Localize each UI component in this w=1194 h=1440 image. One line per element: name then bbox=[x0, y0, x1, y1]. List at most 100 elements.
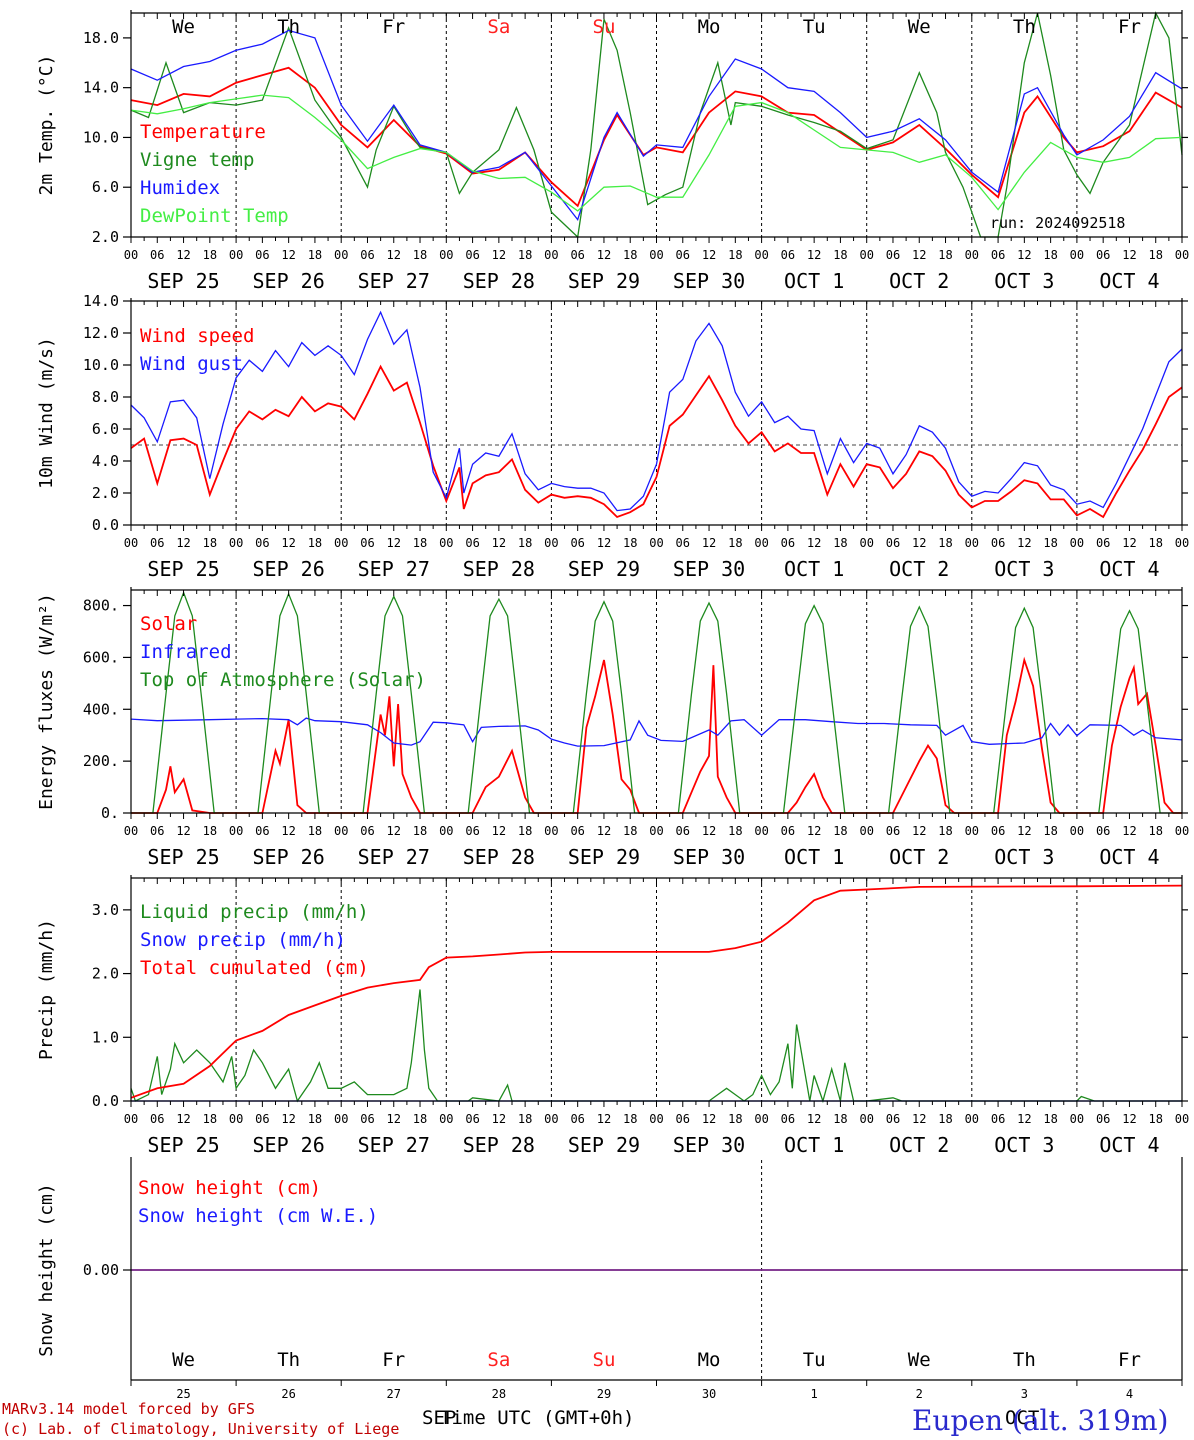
y-tick-label: 200. bbox=[83, 752, 119, 770]
run-label: run: 2024092518 bbox=[990, 214, 1125, 232]
x-hour-label: 06 bbox=[676, 536, 690, 550]
x-hour-label: 12 bbox=[176, 1112, 190, 1126]
x-hour-label: 06 bbox=[360, 536, 374, 550]
y-tick-label: 12.0 bbox=[83, 324, 119, 342]
x-hour-label: 12 bbox=[1017, 536, 1031, 550]
x-hour-label: 12 bbox=[702, 248, 716, 262]
footer-month-sep: SEP bbox=[422, 1407, 456, 1429]
x-hour-label: 00 bbox=[754, 1112, 768, 1126]
x-hour-label: 00 bbox=[1070, 824, 1084, 838]
x-date-label: SEP 25 bbox=[147, 269, 219, 293]
x-hour-label: 12 bbox=[176, 824, 190, 838]
x-date-label: SEP 26 bbox=[253, 845, 325, 869]
x-hour-label: 06 bbox=[991, 824, 1005, 838]
x-hour-label: 18 bbox=[203, 536, 217, 550]
x-hour-label: 06 bbox=[360, 1112, 374, 1126]
x-hour-label: 18 bbox=[833, 536, 847, 550]
x-hour-label: 12 bbox=[702, 824, 716, 838]
x-axis-label: Time UTC (GMT+0h) bbox=[440, 1407, 634, 1429]
day-number-label: 27 bbox=[387, 1387, 401, 1401]
x-hour-label: 12 bbox=[1017, 248, 1031, 262]
x-hour-label: 00 bbox=[544, 824, 558, 838]
weekday-label: Fr bbox=[1118, 16, 1141, 38]
x-date-label: SEP 25 bbox=[147, 845, 219, 869]
x-date-label: OCT 1 bbox=[784, 557, 844, 581]
x-hour-label: 12 bbox=[492, 1112, 506, 1126]
x-hour-label: 00 bbox=[544, 536, 558, 550]
x-hour-label: 12 bbox=[176, 536, 190, 550]
x-hour-label: 00 bbox=[439, 1112, 453, 1126]
weekday-label: We bbox=[908, 16, 931, 38]
y-tick-label: 400. bbox=[83, 700, 119, 718]
x-hour-label: 12 bbox=[176, 248, 190, 262]
x-hour-label: 00 bbox=[754, 824, 768, 838]
x-hour-label: 00 bbox=[859, 248, 873, 262]
x-hour-label: 00 bbox=[965, 1112, 979, 1126]
x-hour-label: 12 bbox=[387, 824, 401, 838]
legend-entry: Humidex bbox=[140, 177, 220, 199]
x-hour-label: 06 bbox=[1096, 1112, 1110, 1126]
series-line-dewpoint-temp bbox=[130, 94, 1183, 212]
x-hour-label: 12 bbox=[597, 248, 611, 262]
series-line-solar bbox=[131, 656, 1182, 814]
y-tick-label: 2.0 bbox=[92, 965, 119, 983]
series-line-top-of-atmosphere-solar- bbox=[131, 590, 1182, 814]
x-hour-label: 06 bbox=[150, 248, 164, 262]
x-hour-label: 18 bbox=[1043, 248, 1057, 262]
series-line-vigne-temp bbox=[130, 11, 1183, 239]
y-tick-label: 10.0 bbox=[83, 128, 119, 146]
series-line-total-cumulated-cm- bbox=[130, 884, 1183, 1099]
x-date-label: OCT 1 bbox=[784, 1133, 844, 1157]
x-hour-label: 12 bbox=[1122, 536, 1136, 550]
weekday-label: Sa bbox=[487, 16, 510, 38]
x-date-label: OCT 3 bbox=[994, 1133, 1054, 1157]
x-date-label: SEP 28 bbox=[463, 269, 535, 293]
x-hour-label: 00 bbox=[439, 824, 453, 838]
x-hour-label: 18 bbox=[413, 536, 427, 550]
weekday-label-bottom: Su bbox=[593, 1349, 616, 1371]
x-hour-label: 06 bbox=[886, 824, 900, 838]
x-date-label: OCT 1 bbox=[784, 269, 844, 293]
weekday-label: Tu bbox=[803, 16, 826, 38]
y-tick-label: 3.0 bbox=[92, 901, 119, 919]
x-hour-label: 00 bbox=[124, 248, 138, 262]
y-axis-label: Precip (mm/h) bbox=[36, 919, 57, 1060]
x-date-label: SEP 30 bbox=[673, 557, 745, 581]
series-line-temperature bbox=[130, 66, 1183, 208]
x-hour-label: 00 bbox=[649, 824, 663, 838]
x-hour-label: 18 bbox=[1043, 824, 1057, 838]
x-date-label: SEP 26 bbox=[253, 269, 325, 293]
x-date-label: OCT 2 bbox=[889, 1133, 949, 1157]
x-date-label: SEP 29 bbox=[568, 845, 640, 869]
x-hour-label: 06 bbox=[255, 824, 269, 838]
day-number-label: 26 bbox=[281, 1387, 295, 1401]
series-line-wind-gust bbox=[130, 310, 1183, 512]
x-hour-label: 00 bbox=[965, 536, 979, 550]
footer-model: MARv3.14 model forced by GFS bbox=[2, 1400, 255, 1418]
y-tick-label: 14.0 bbox=[83, 79, 119, 97]
x-hour-label: 06 bbox=[676, 824, 690, 838]
weekday-label-bottom: Sa bbox=[487, 1349, 510, 1371]
x-hour-label: 00 bbox=[124, 536, 138, 550]
y-tick-label: 14.0 bbox=[83, 292, 119, 310]
y-tick-label: 10.0 bbox=[83, 356, 119, 374]
legend-entry: Total cumulated (cm) bbox=[140, 957, 369, 979]
x-hour-label: 00 bbox=[229, 536, 243, 550]
weekday-label-bottom: We bbox=[172, 1349, 195, 1371]
x-hour-label: 06 bbox=[570, 824, 584, 838]
x-hour-label: 18 bbox=[728, 248, 742, 262]
series-line-wind-speed bbox=[130, 364, 1183, 519]
x-hour-label: 18 bbox=[518, 248, 532, 262]
x-hour-label: 00 bbox=[439, 248, 453, 262]
x-hour-label: 00 bbox=[229, 248, 243, 262]
x-hour-label: 18 bbox=[518, 536, 532, 550]
x-hour-label: 06 bbox=[676, 1112, 690, 1126]
x-date-label: OCT 3 bbox=[994, 845, 1054, 869]
x-hour-label: 00 bbox=[754, 248, 768, 262]
x-date-label: SEP 26 bbox=[253, 1133, 325, 1157]
weekday-label-bottom: We bbox=[908, 1349, 931, 1371]
x-date-label: OCT 3 bbox=[994, 269, 1054, 293]
x-hour-label: 18 bbox=[728, 536, 742, 550]
x-date-label: OCT 1 bbox=[784, 845, 844, 869]
x-hour-label: 06 bbox=[255, 248, 269, 262]
